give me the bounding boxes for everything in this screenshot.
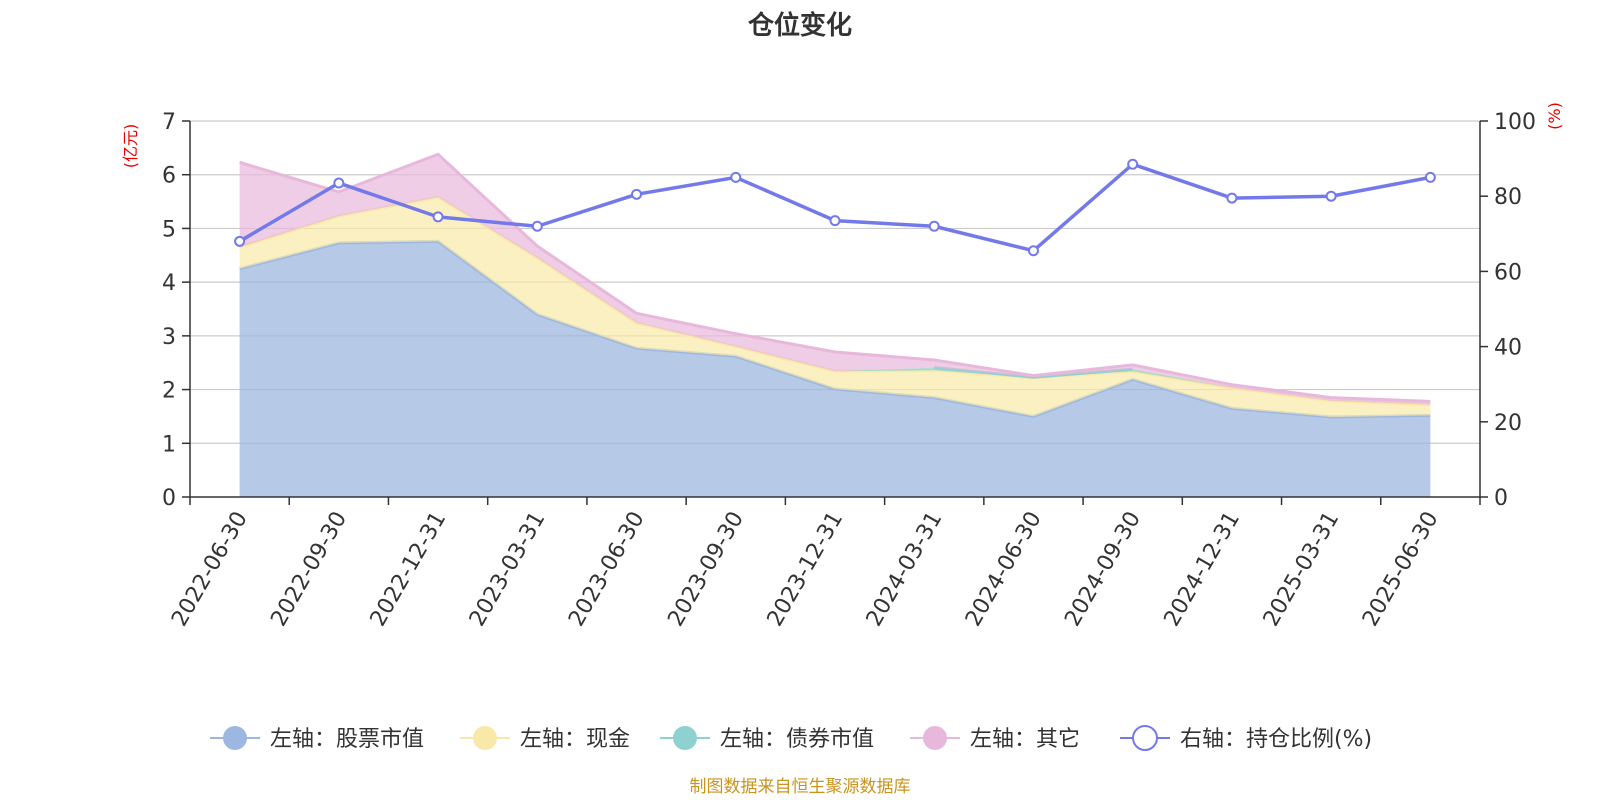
- holding-ratio-point: [1027, 245, 1039, 257]
- holding-ratio-point: [928, 220, 940, 232]
- x-tick-label: 2023-12-31: [763, 508, 849, 631]
- x-tick-label: 2025-06-30: [1358, 508, 1444, 631]
- right-tick-label: 40: [1494, 336, 1522, 361]
- x-tick-label: 2025-03-31: [1259, 508, 1345, 631]
- holding-ratio-point: [631, 188, 643, 200]
- x-tick-label: 2023-03-31: [465, 508, 551, 631]
- legend-label: 左轴：其它: [970, 727, 1080, 752]
- holding-ratio-point: [730, 171, 742, 183]
- x-tick-label: 2022-09-30: [266, 508, 352, 631]
- x-tick-label: 2024-09-30: [1060, 508, 1146, 631]
- legend-label: 左轴：股票市值: [270, 727, 424, 752]
- x-tick-label: 2024-06-30: [961, 508, 1047, 631]
- legend-marker: [473, 726, 497, 750]
- left-tick-label: 3: [162, 325, 176, 350]
- holding-ratio-point: [1424, 171, 1436, 183]
- stacked-areas: [239, 152, 1431, 497]
- x-tick-label: 2023-09-30: [663, 508, 749, 631]
- right-axis-unit: (%): [1545, 102, 1564, 130]
- right-tick-label: 60: [1494, 260, 1522, 285]
- x-tick-label: 2024-03-31: [862, 508, 948, 631]
- x-tick-label: 2024-12-31: [1160, 508, 1246, 631]
- holding-ratio-point: [1226, 192, 1238, 204]
- legend: 左轴：股票市值 左轴：现金 左轴：债券市值 左轴：其它 右轴：持仓比例(%): [210, 725, 1372, 752]
- legend-marker: [673, 726, 697, 750]
- area-1: [239, 197, 1431, 417]
- left-tick-label: 5: [162, 217, 176, 242]
- x-tick-label: 2022-12-31: [366, 508, 452, 631]
- area-edge-3: [239, 152, 1431, 403]
- left-axis-unit: (亿元): [121, 124, 140, 169]
- left-tick-label: 2: [162, 379, 176, 404]
- legend-marker: [1132, 725, 1158, 751]
- data-source-note: 制图数据来自恒生聚源数据库: [690, 777, 911, 797]
- right-tick-label: 20: [1494, 411, 1522, 436]
- left-tick-label: 4: [162, 271, 176, 296]
- legend-label: 左轴：债券市值: [720, 727, 874, 752]
- legend-label: 左轴：现金: [520, 727, 630, 752]
- holding-ratio-point: [333, 177, 345, 189]
- x-tick-label: 2022-06-30: [167, 508, 253, 631]
- left-tick-label: 1: [162, 432, 176, 457]
- legend-marker: [223, 726, 247, 750]
- right-tick-label: 100: [1494, 110, 1536, 135]
- legend-label: 右轴：持仓比例(%): [1180, 727, 1372, 752]
- holding-ratio-point: [829, 215, 841, 227]
- series-lines: [234, 158, 1436, 257]
- right-tick-label: 0: [1494, 486, 1508, 511]
- legend-marker: [923, 726, 947, 750]
- holding-ratio-point: [432, 211, 444, 223]
- x-tick-label: 2023-06-30: [564, 508, 650, 631]
- holding-ratio-point: [1325, 190, 1337, 202]
- area-0: [239, 241, 1431, 497]
- left-tick-label: 0: [162, 486, 176, 511]
- left-tick-label: 6: [162, 164, 176, 189]
- holding-ratio-point: [1127, 158, 1139, 170]
- holding-ratio-point: [234, 235, 246, 247]
- left-tick-label: 7: [162, 110, 176, 135]
- chart-title: 仓位变化: [747, 10, 852, 41]
- area-3: [239, 154, 1431, 405]
- holding-ratio-point: [531, 220, 543, 232]
- right-tick-label: 80: [1494, 185, 1522, 210]
